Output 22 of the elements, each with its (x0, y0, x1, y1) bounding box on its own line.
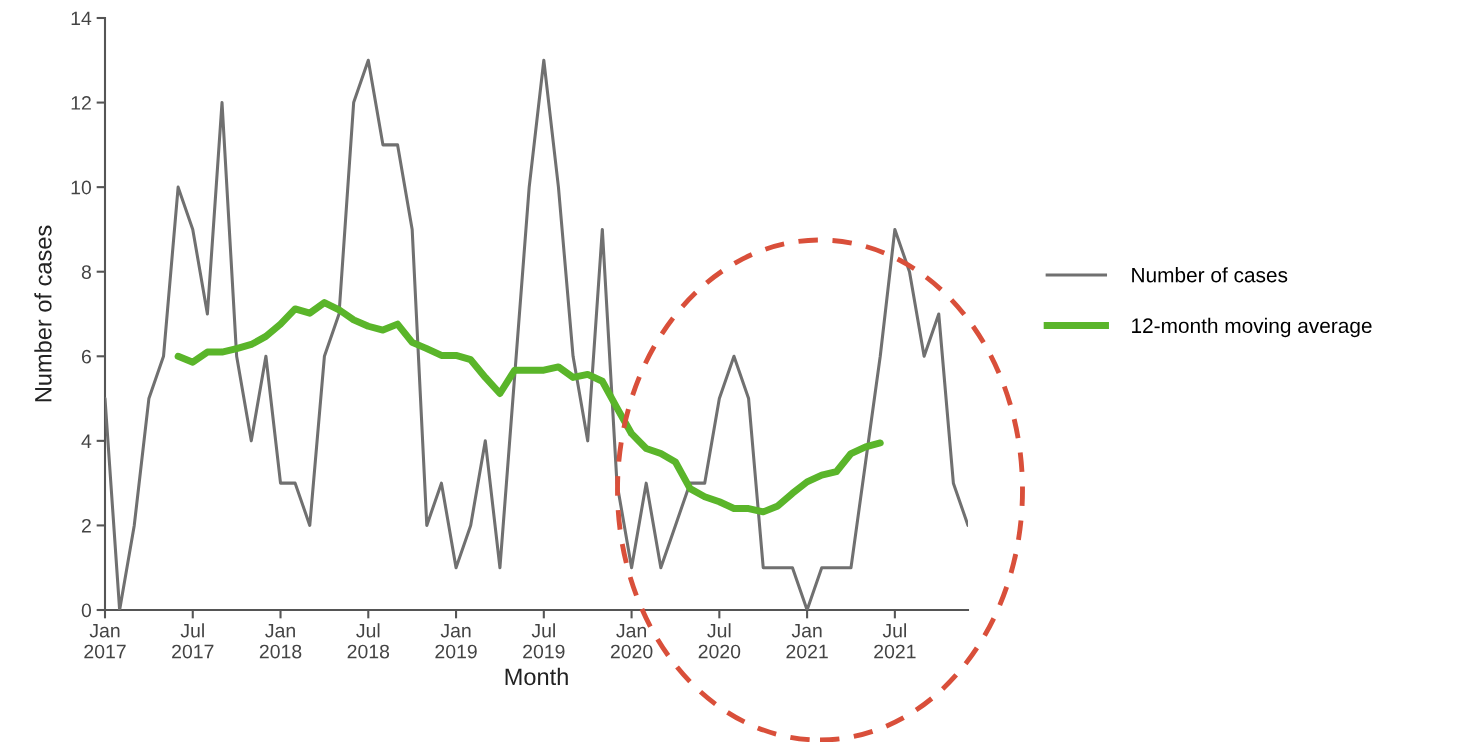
y-tick-label: 12 (71, 96, 91, 110)
y-tick-label: 8 (81, 265, 91, 279)
y-tick-label: 2 (81, 518, 91, 533)
x-tick-label: Jul 2020 (698, 623, 741, 659)
x-axis-title: Month (505, 667, 568, 686)
x-tick-label: Jul 2021 (874, 623, 916, 659)
legend-label: Number of cases (1132, 267, 1288, 283)
y-axis-title: Number of cases (34, 225, 52, 402)
x-tick-label: Jul 2018 (347, 623, 390, 659)
y-tick-label: 10 (71, 180, 92, 195)
x-tick-label: Jul 2017 (172, 623, 214, 659)
x-tick-label: Jan 2020 (610, 623, 653, 659)
x-tick-label: Jul 2019 (523, 623, 565, 659)
y-tick-label: 14 (71, 11, 92, 26)
legend-label: 12-month moving average (1132, 317, 1372, 338)
x-tick-label: Jan 2019 (435, 623, 477, 659)
y-tick-label: 0 (81, 603, 92, 618)
x-tick-label: Jan 2018 (259, 623, 302, 659)
y-tick-label: 6 (81, 349, 91, 364)
x-tick-label: Jan 2017 (84, 623, 126, 659)
y-tick-label: 4 (81, 434, 92, 448)
x-tick-label: Jan 2021 (786, 623, 828, 659)
